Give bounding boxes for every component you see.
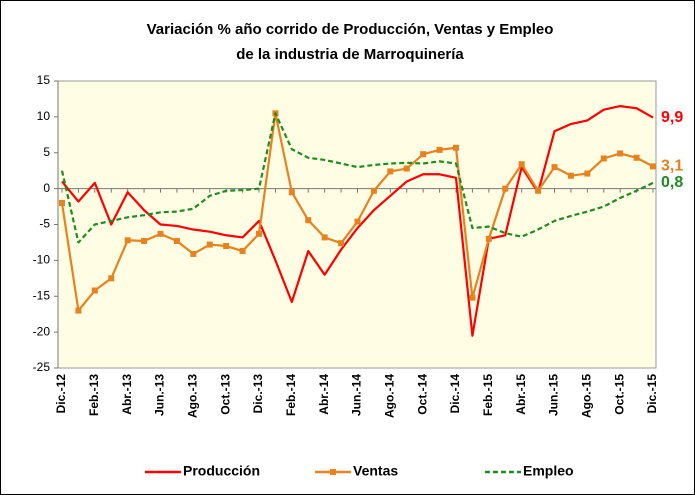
x-tick-label: Dic.-15 bbox=[645, 374, 659, 414]
series-marker bbox=[206, 241, 213, 248]
series-marker bbox=[288, 189, 295, 196]
series-line bbox=[60, 112, 654, 244]
legend-label: Ventas bbox=[353, 463, 398, 479]
x-tick-label: Abr.-14 bbox=[317, 374, 331, 415]
y-tick-label: 10 bbox=[37, 109, 51, 123]
series-marker bbox=[256, 230, 262, 237]
series-marker bbox=[387, 168, 394, 175]
series-marker bbox=[239, 248, 246, 255]
x-tick-label: Jun.-13 bbox=[153, 374, 167, 416]
x-tick-label: Jun.-14 bbox=[350, 374, 364, 416]
x-tick-label: Dic.-14 bbox=[448, 374, 462, 414]
series-marker bbox=[108, 275, 115, 282]
y-tick-label: 15 bbox=[37, 73, 51, 87]
y-tick-label: 0 bbox=[43, 181, 50, 195]
x-tick-label: Feb.-15 bbox=[481, 374, 495, 416]
series-marker bbox=[124, 237, 131, 244]
series-marker bbox=[469, 294, 476, 301]
series-marker bbox=[305, 217, 312, 224]
y-tick-label: -5 bbox=[39, 217, 50, 231]
x-tick-label: Feb.-13 bbox=[87, 374, 101, 416]
y-tick-label: 5 bbox=[43, 145, 50, 159]
x-tick-label: Ago.-15 bbox=[580, 374, 594, 418]
x-tick-label: Feb.-14 bbox=[284, 374, 298, 416]
series-line bbox=[61, 105, 654, 337]
series-marker bbox=[370, 187, 377, 194]
x-tick-label: Ago.-13 bbox=[186, 374, 200, 418]
series-marker bbox=[518, 161, 525, 168]
series-marker bbox=[321, 234, 328, 241]
end-label: 3,1 bbox=[661, 158, 683, 175]
series-marker bbox=[338, 240, 345, 247]
y-tick-label: -10 bbox=[33, 253, 51, 267]
x-tick-label: Jun.-15 bbox=[547, 374, 561, 416]
series-marker bbox=[650, 163, 656, 170]
series-marker bbox=[502, 185, 509, 192]
series-marker bbox=[600, 155, 607, 162]
series-marker bbox=[403, 165, 410, 172]
y-tick-label: -15 bbox=[33, 288, 51, 302]
series-marker bbox=[141, 238, 148, 245]
x-tick-label: Oct.-15 bbox=[612, 374, 626, 415]
x-tick-label: Dic.-13 bbox=[251, 374, 265, 414]
legend-label: Producción bbox=[183, 463, 260, 479]
series-marker bbox=[633, 154, 640, 161]
series-marker bbox=[535, 187, 542, 194]
x-tick-label: Abr.-15 bbox=[514, 374, 528, 415]
x-tick-label: Ago.-14 bbox=[383, 374, 397, 418]
series-marker bbox=[420, 151, 427, 158]
series-marker bbox=[453, 144, 459, 151]
legend-label: Empleo bbox=[523, 463, 574, 479]
y-tick-label: -20 bbox=[33, 324, 51, 338]
end-label: 9,9 bbox=[661, 109, 683, 126]
series-marker bbox=[354, 218, 361, 225]
series-marker bbox=[436, 146, 443, 153]
x-tick-label: Oct.-13 bbox=[218, 374, 232, 415]
series-marker bbox=[567, 172, 574, 179]
series-marker bbox=[584, 170, 591, 177]
series-marker bbox=[173, 238, 180, 245]
chart-title: Variación % año corrido de Producción, V… bbox=[147, 21, 554, 38]
series-marker bbox=[223, 243, 230, 250]
series-marker bbox=[551, 164, 558, 171]
x-tick-label: Oct.-14 bbox=[415, 374, 429, 415]
end-label: 0,8 bbox=[661, 174, 683, 191]
series-marker bbox=[91, 287, 98, 294]
series-marker bbox=[190, 250, 197, 257]
x-tick-label: Abr.-13 bbox=[120, 374, 134, 415]
legend-marker bbox=[330, 469, 336, 475]
series-marker bbox=[617, 150, 624, 157]
series-marker bbox=[59, 199, 65, 206]
series-marker bbox=[157, 230, 164, 237]
y-tick-label: -25 bbox=[33, 360, 51, 374]
x-tick-label: Dic.-12 bbox=[54, 374, 68, 414]
chart-subtitle: de la industria de Marroquinería bbox=[236, 46, 464, 63]
series-marker bbox=[485, 235, 492, 242]
series-marker bbox=[75, 307, 82, 314]
